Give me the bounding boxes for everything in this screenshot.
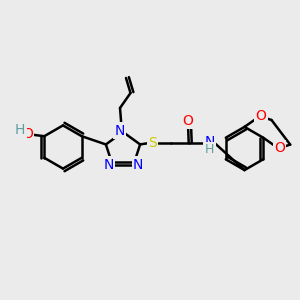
Text: O: O [22, 127, 33, 141]
Text: N: N [205, 135, 215, 149]
Text: N: N [133, 158, 143, 172]
Text: H: H [15, 123, 26, 137]
Text: H: H [205, 143, 214, 156]
Text: O: O [183, 114, 194, 128]
Text: O: O [256, 109, 266, 123]
Text: N: N [103, 158, 114, 172]
Text: S: S [148, 136, 157, 150]
Text: O: O [274, 142, 285, 155]
Text: N: N [114, 124, 124, 137]
